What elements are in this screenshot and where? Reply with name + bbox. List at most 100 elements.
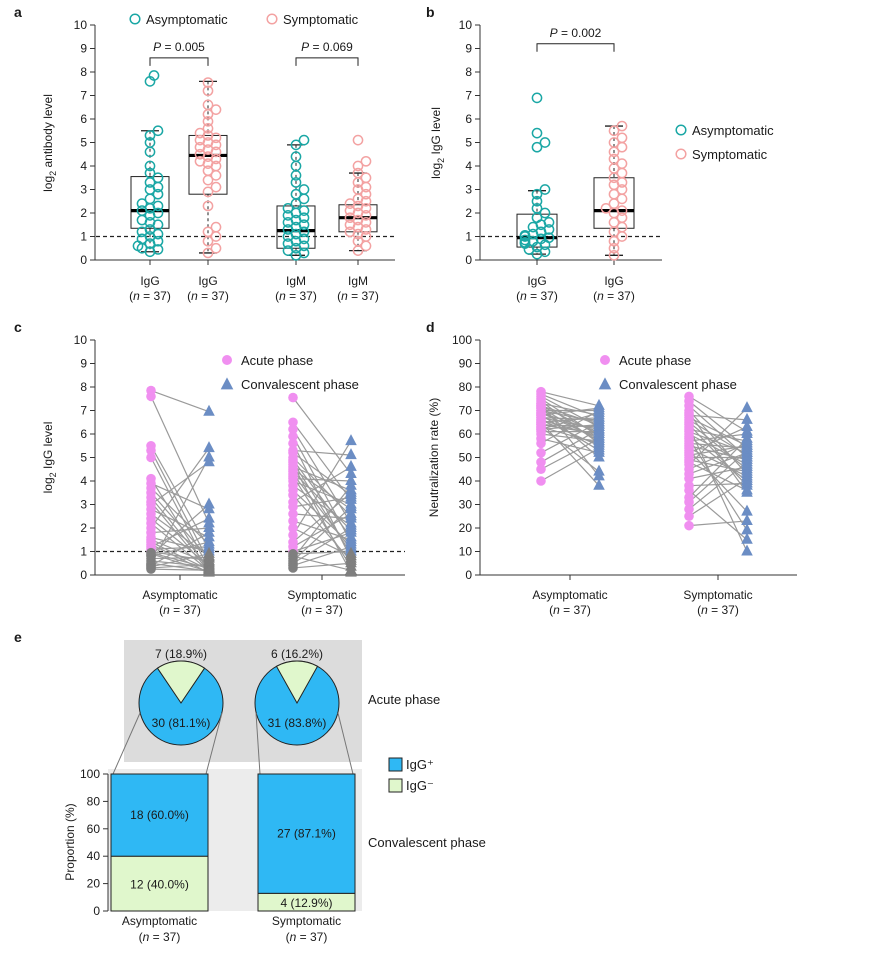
d-group-n: (n = 37) <box>549 603 591 617</box>
c-y-tick-label: 6 <box>80 427 87 441</box>
a-group-n-rest: = 37) <box>286 289 317 303</box>
c-y-tick-label: 1 <box>80 545 87 559</box>
a-group-n-rest: = 37) <box>198 289 229 303</box>
c-convalescent-point <box>345 434 357 445</box>
c-y-tick-label: 10 <box>74 333 88 347</box>
c-acute-point <box>146 453 156 463</box>
b-y-axis-label: log2 IgG level <box>429 107 446 179</box>
b-legend-marker-symptomatic <box>676 149 686 159</box>
d-group-n: (n = 37) <box>697 603 739 617</box>
b-y-tick-label: 2 <box>465 206 472 220</box>
b-y-tick-label: 0 <box>465 253 472 267</box>
a-group-n: (n = 37) <box>275 289 317 303</box>
a-group-n-rest: = 37) <box>348 289 379 303</box>
d-y-tick-label: 70 <box>459 404 473 418</box>
b-data-point <box>532 129 541 138</box>
b-data-point <box>617 133 626 142</box>
c-y-axis-label-log: log <box>41 477 55 493</box>
a-group-n: (n = 37) <box>129 289 171 303</box>
a-y-tick-label: 5 <box>80 136 87 150</box>
e-y-tick-label: 80 <box>87 794 101 808</box>
e-group-n-rest: = 37) <box>149 930 180 944</box>
a-box <box>277 206 315 248</box>
d-acute-point <box>536 476 546 486</box>
b-y-tick-label: 5 <box>465 136 472 150</box>
e-legend-swatch-negative <box>389 779 402 792</box>
a-p-value-var: P <box>301 40 309 54</box>
d-pair-lines <box>541 392 599 486</box>
c-group-n-rest: = 37) <box>170 603 201 617</box>
c-y-axis-label: log2 IgG level <box>41 422 58 494</box>
d-y-tick-label: 100 <box>452 333 472 347</box>
c-convalescent-point <box>345 448 357 459</box>
e-row-label-convalescent: Convalescent phase <box>368 835 486 850</box>
b-y-tick-label: 4 <box>465 159 472 173</box>
e-group-label: Symptomatic <box>272 914 341 928</box>
e-y-tick-label: 40 <box>87 849 101 863</box>
b-box <box>594 178 634 229</box>
b-data-point <box>540 185 549 194</box>
d-legend-marker-convalescent <box>599 377 612 389</box>
a-y-tick-label: 6 <box>80 112 87 126</box>
e-pie-positive-label: 31 (83.8%) <box>268 716 327 730</box>
a-data-point <box>211 183 220 192</box>
d-convalescent-point <box>741 533 753 544</box>
e-bar-negative-label: 12 (40.0%) <box>130 878 189 892</box>
a-y-tick-label: 9 <box>80 42 87 56</box>
d-pair-line <box>689 521 747 526</box>
d-y-tick-label: 40 <box>459 474 473 488</box>
e-y-tick-label: 100 <box>80 767 100 781</box>
e-group-label: Asymptomatic <box>122 914 197 928</box>
a-legend-label-symptomatic: Symptomatic <box>283 12 359 27</box>
d-acute-point <box>684 511 694 521</box>
c-y-tick-label: 0 <box>80 568 87 582</box>
a-group-n: (n = 37) <box>187 289 229 303</box>
d-legend-marker-acute <box>600 355 610 365</box>
a-y-tick-label: 10 <box>74 18 88 32</box>
b-p-value-var: P <box>550 26 558 40</box>
a-group-label: IgG <box>198 274 217 288</box>
d-group-n-rest: = 37) <box>560 603 591 617</box>
a-group-label: IgG <box>140 274 159 288</box>
a-data-point <box>353 136 362 145</box>
b-data-point <box>532 93 541 102</box>
c-convalescent-point <box>203 441 215 452</box>
c-legend-marker-acute <box>222 355 232 365</box>
d-y-tick-label: 10 <box>459 545 473 559</box>
e-pie-positive-label: 30 (81.1%) <box>152 716 211 730</box>
e-pie-negative-label: 7 (18.9%) <box>155 647 207 661</box>
b-y-tick-label: 10 <box>459 18 473 32</box>
c-group-label: Asymptomatic <box>142 588 217 602</box>
c-pair-line <box>293 474 351 549</box>
c-y-axis-label-rest: IgG level <box>41 422 55 473</box>
c-y-tick-label: 3 <box>80 498 87 512</box>
d-group-label: Symptomatic <box>683 588 752 602</box>
a-group-label: IgM <box>286 274 306 288</box>
a-data-point <box>299 136 308 145</box>
e-row-label-acute: Acute phase <box>368 692 440 707</box>
a-data-point <box>211 223 220 232</box>
c-pair-lines <box>151 391 209 573</box>
b-y-axis-label-log: log <box>429 163 443 179</box>
d-legend-label-convalescent: Convalescent phase <box>619 377 737 392</box>
a-group-n-rest: = 37) <box>140 289 171 303</box>
c-y-tick-label: 7 <box>80 404 87 418</box>
a-p-value-rest: = 0.005 <box>161 40 205 54</box>
b-legend-marker-asymptomatic <box>676 125 686 135</box>
e-bar-positive-label: 27 (87.1%) <box>277 827 336 841</box>
a-y-tick-label: 4 <box>80 159 87 173</box>
b-y-tick-label: 6 <box>465 112 472 126</box>
b-data-point <box>540 138 549 147</box>
b-y-tick-label: 9 <box>465 42 472 56</box>
d-acute-point <box>536 448 546 458</box>
c-y-tick-label: 8 <box>80 380 87 394</box>
d-acute-point <box>684 521 694 531</box>
c-acute-point <box>288 393 298 403</box>
d-convalescent-point <box>741 505 753 516</box>
c-y-tick-label: 9 <box>80 357 87 371</box>
b-group-label: IgG <box>604 274 623 288</box>
a-y-tick-label: 2 <box>80 206 87 220</box>
a-y-tick-label: 8 <box>80 65 87 79</box>
b-y-tick-label: 1 <box>465 230 472 244</box>
c-pair-line <box>151 450 209 562</box>
